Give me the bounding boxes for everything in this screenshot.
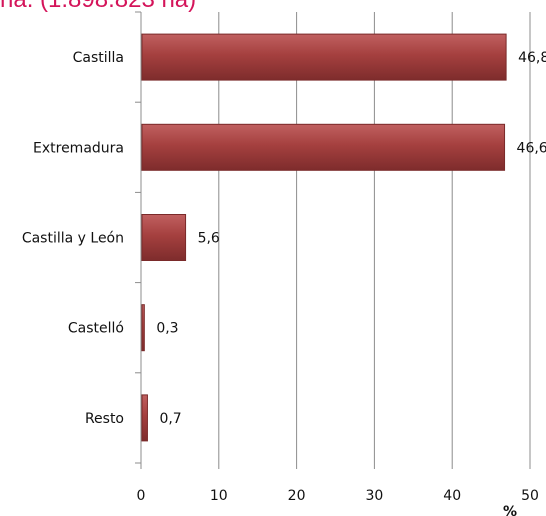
category-label: Castilla y León — [22, 231, 124, 247]
x-tick-label: 10 — [210, 488, 228, 504]
category-label: Castilla — [73, 50, 124, 66]
bar — [141, 33, 507, 81]
category-label: Castelló — [68, 321, 124, 337]
value-label: 0,7 — [159, 411, 181, 427]
x-tick-label: 30 — [365, 488, 383, 504]
axes — [135, 11, 531, 469]
category-label: Extremadura — [33, 140, 124, 156]
value-label: 5,6 — [198, 231, 220, 247]
bar — [141, 394, 148, 442]
x-tick-label: 20 — [288, 488, 306, 504]
category-label: Resto — [85, 411, 124, 427]
bar — [141, 214, 187, 261]
value-label: 46,8 — [518, 50, 546, 66]
chart-title: ha. (1.898.823 ha) — [0, 0, 196, 14]
x-tick-label: 50 — [521, 488, 539, 504]
x-tick-label: 40 — [443, 488, 461, 504]
x-axis-label: % — [503, 504, 517, 516]
x-tick-label: 0 — [137, 488, 146, 504]
labels: 0 10 20 30 40 50% Castilla 46,8 Extremadura 46,6 C… — [22, 50, 546, 516]
value-label: 0,3 — [156, 321, 178, 337]
gridlines — [218, 12, 531, 463]
bar — [141, 123, 506, 171]
bar — [141, 304, 145, 352]
value-label: 46,6 — [517, 140, 546, 156]
bars — [141, 33, 507, 442]
